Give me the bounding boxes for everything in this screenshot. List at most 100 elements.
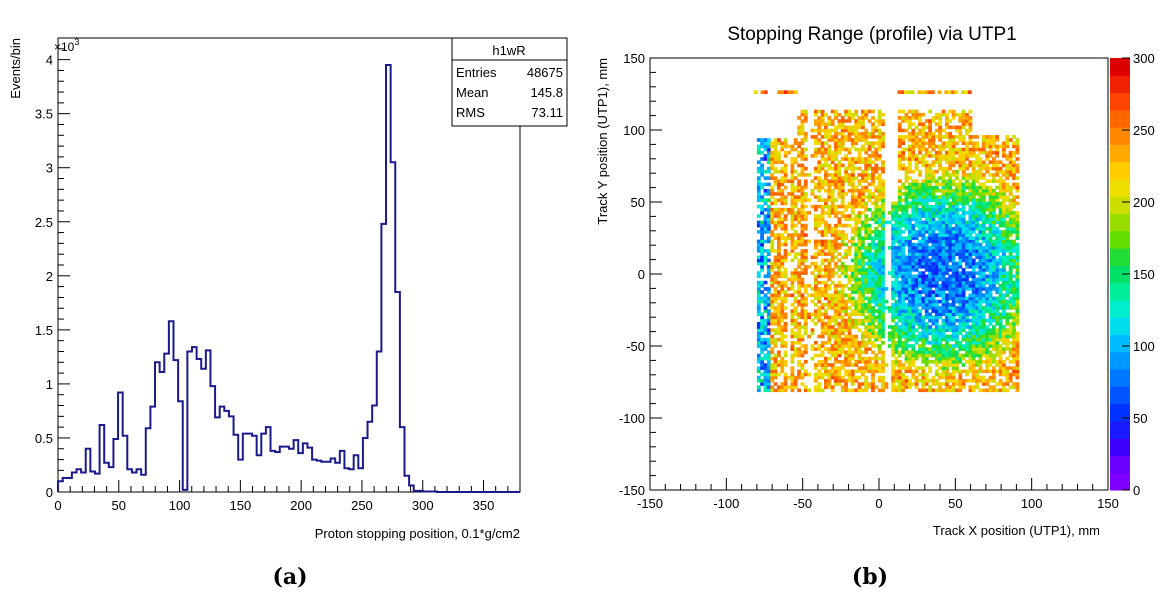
heatmap-cell bbox=[928, 236, 932, 240]
heatmap-cell bbox=[998, 211, 1003, 215]
heatmap-cell bbox=[995, 280, 1000, 285]
heatmap-cell bbox=[766, 360, 771, 364]
heatmap-cell bbox=[908, 363, 912, 367]
heatmap-cell bbox=[857, 211, 862, 215]
heatmap-cell bbox=[897, 337, 902, 342]
heatmap-cell bbox=[783, 249, 788, 253]
heatmap-cell bbox=[1008, 277, 1013, 282]
heatmap-cell bbox=[981, 207, 986, 212]
heatmap-cell bbox=[904, 220, 909, 225]
heatmap-cell bbox=[770, 274, 775, 279]
heatmap-cell bbox=[864, 325, 869, 329]
heatmap-cell bbox=[958, 369, 963, 374]
heatmap-cell bbox=[971, 163, 976, 168]
heatmap-cell bbox=[874, 230, 879, 234]
heatmap-cell bbox=[817, 166, 822, 171]
heatmap-cell bbox=[938, 372, 942, 377]
heatmap-cell bbox=[978, 182, 983, 187]
heatmap-cell bbox=[854, 201, 859, 206]
heatmap-cell bbox=[975, 385, 979, 389]
heatmap-cell bbox=[824, 315, 828, 320]
heatmap-cell bbox=[988, 306, 993, 310]
heatmap-cell bbox=[844, 363, 848, 367]
heatmap-cell bbox=[995, 198, 1000, 202]
heatmap-cell bbox=[911, 233, 916, 237]
heatmap-cell bbox=[995, 226, 1000, 231]
heatmap-cell bbox=[844, 293, 848, 298]
heatmap-cell bbox=[763, 144, 768, 149]
heatmap-cell bbox=[921, 369, 926, 374]
heatmap-cell bbox=[918, 303, 922, 307]
heatmap-cell bbox=[951, 125, 956, 130]
heatmap-cell bbox=[924, 119, 929, 123]
heatmap-cell bbox=[945, 388, 949, 393]
heatmap-cell bbox=[968, 230, 973, 234]
heatmap-cell bbox=[1005, 293, 1010, 298]
y-tick-label: 2 bbox=[46, 269, 53, 284]
heatmap-cell bbox=[760, 185, 764, 190]
heatmap-cell bbox=[824, 309, 828, 313]
heatmap-cell bbox=[1005, 379, 1010, 383]
heatmap-cell bbox=[1008, 230, 1013, 234]
heatmap-cell bbox=[887, 271, 892, 275]
heatmap-cell bbox=[881, 119, 885, 123]
heatmap-cell bbox=[874, 331, 879, 336]
heatmap-cell bbox=[938, 344, 942, 348]
heatmap-cell bbox=[770, 261, 775, 266]
heatmap-cell bbox=[854, 268, 859, 272]
heatmap-cell bbox=[797, 369, 801, 374]
heatmap-cell bbox=[861, 318, 865, 323]
heatmap-cell bbox=[777, 350, 781, 355]
heatmap-cell bbox=[760, 318, 764, 323]
heatmap-cell bbox=[827, 274, 832, 279]
heatmap-cell bbox=[965, 258, 969, 263]
heatmap-cell bbox=[1015, 271, 1020, 275]
heatmap-cell bbox=[881, 385, 885, 389]
heatmap-cell bbox=[1005, 230, 1010, 234]
heatmap-cell bbox=[998, 255, 1003, 260]
heatmap-cell bbox=[951, 331, 956, 336]
heatmap-cell bbox=[854, 176, 859, 180]
heatmap-cell bbox=[914, 280, 919, 285]
heatmap-cell bbox=[928, 226, 932, 231]
heatmap-cell bbox=[961, 271, 966, 275]
heatmap-cell bbox=[975, 360, 979, 364]
heatmap-cell bbox=[857, 353, 862, 358]
heatmap-cell bbox=[864, 116, 869, 120]
heatmap-cell bbox=[867, 271, 872, 275]
heatmap-cell bbox=[850, 318, 855, 323]
heatmap-cell bbox=[800, 195, 805, 199]
heatmap-cell bbox=[985, 265, 990, 269]
heatmap-cell bbox=[918, 353, 922, 358]
heatmap-cell bbox=[797, 315, 801, 320]
heatmap-cell bbox=[995, 315, 1000, 320]
heatmap-cell bbox=[924, 353, 929, 358]
heatmap-cell bbox=[857, 188, 862, 193]
heatmap-cell bbox=[975, 353, 979, 358]
heatmap-cell bbox=[780, 309, 785, 313]
heatmap-cell bbox=[988, 233, 993, 237]
heatmap-cell bbox=[901, 306, 906, 310]
heatmap-cell bbox=[763, 176, 768, 180]
heatmap-cell bbox=[793, 379, 798, 383]
heatmap-cell bbox=[760, 372, 764, 377]
heatmap-cell bbox=[763, 226, 768, 231]
heatmap-cell bbox=[864, 331, 869, 336]
heatmap-cell bbox=[877, 328, 882, 332]
heatmap-cell bbox=[766, 223, 771, 228]
heatmap-cell bbox=[904, 207, 909, 212]
heatmap-cell bbox=[971, 328, 976, 332]
heatmap-cell bbox=[760, 268, 764, 272]
x-tick-label: 300 bbox=[412, 498, 434, 513]
heatmap-cell bbox=[918, 223, 922, 228]
heatmap-cell bbox=[837, 204, 842, 209]
heatmap-cell bbox=[941, 290, 946, 294]
heatmap-cell bbox=[857, 303, 862, 307]
heatmap-cell bbox=[871, 246, 875, 250]
heatmap-cell bbox=[975, 179, 979, 183]
heatmap-cell bbox=[824, 331, 828, 336]
heatmap-cell bbox=[793, 318, 798, 323]
heatmap-cell bbox=[881, 198, 885, 202]
heatmap-cell bbox=[924, 173, 929, 177]
